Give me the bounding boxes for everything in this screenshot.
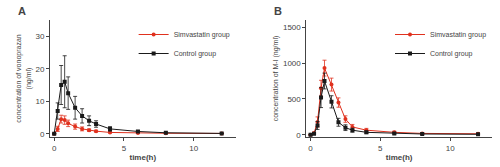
svg-text:concentration of M-I (ng/ml): concentration of M-I (ng/ml) [272,36,280,122]
svg-text:1000: 1000 [283,59,301,68]
svg-text:time(h): time(h) [386,153,413,162]
svg-text:0: 0 [52,144,57,153]
svg-text:0: 0 [296,131,301,140]
svg-text:20: 20 [35,65,44,74]
svg-text:concentration of vonoprazan(ng: concentration of vonoprazan(ng/ml) [15,34,32,122]
svg-text:Simvastatin group: Simvastatin group [430,31,486,39]
svg-text:time(h): time(h) [129,153,156,162]
svg-text:Control group: Control group [174,50,217,58]
svg-text:Simvastatin group: Simvastatin group [174,31,230,39]
svg-text:10: 10 [35,97,44,106]
svg-text:Control group: Control group [430,50,473,58]
svg-text:500: 500 [287,95,301,104]
svg-text:30: 30 [35,32,44,41]
svg-text:10: 10 [189,144,198,153]
svg-text:5: 5 [122,144,127,153]
svg-text:0: 0 [308,144,313,153]
svg-text:0: 0 [40,130,45,139]
svg-text:10: 10 [446,144,455,153]
svg-text:5: 5 [378,144,383,153]
svg-text:A: A [18,5,26,17]
svg-text:B: B [274,5,282,17]
svg-text:1500: 1500 [283,23,301,32]
